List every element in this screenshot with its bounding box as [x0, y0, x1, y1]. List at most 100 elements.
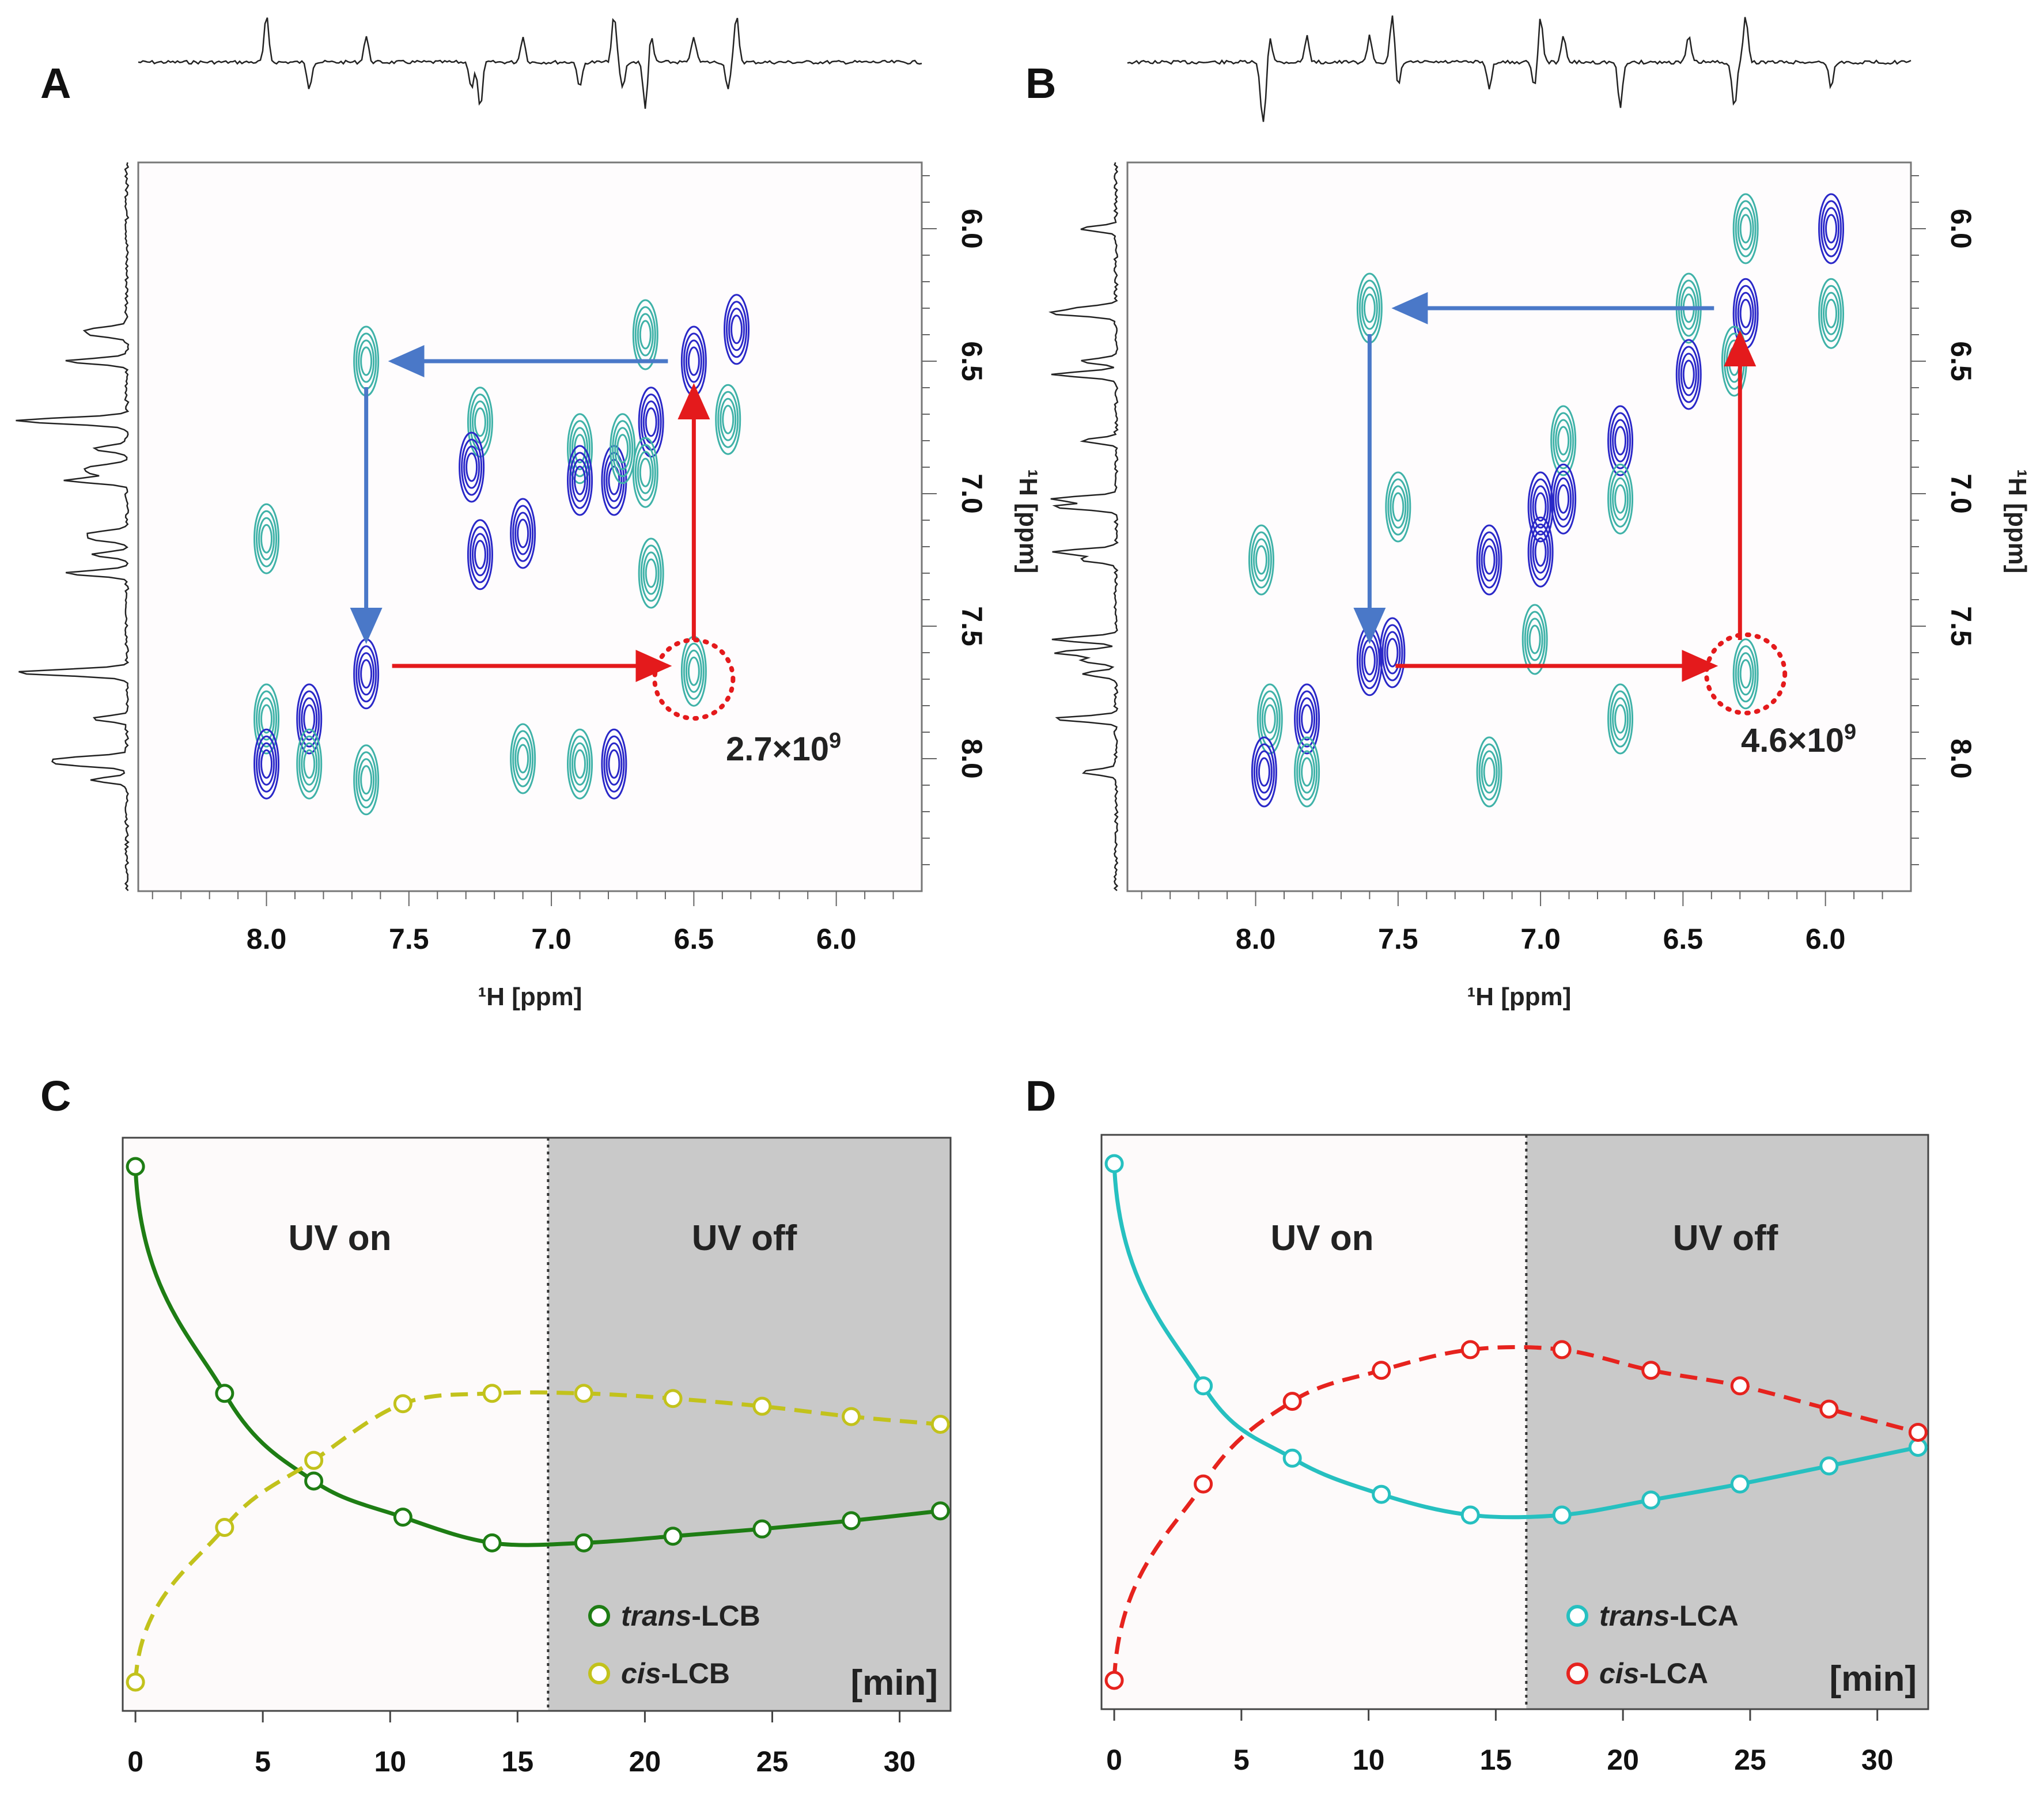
- peak-contour-ring: [1527, 516, 1554, 588]
- peak-contour-ring: [1299, 697, 1316, 741]
- peak-contour-ring: [567, 413, 593, 484]
- peak-contour-ring: [1363, 646, 1376, 676]
- peak-contour-ring: [1251, 736, 1277, 808]
- kinetics-panel-d: UV on UV off 0 5 10 15 20 25 30 trans-LC…: [1100, 1134, 1929, 1776]
- peak-contour-ring: [614, 427, 631, 471]
- peak-contour-ring: [298, 690, 320, 748]
- peak-contour-ring: [1294, 683, 1320, 755]
- peak-contour-ring: [715, 384, 741, 455]
- uv-off-label-c: UV off: [692, 1218, 797, 1258]
- kinetics-panel-c: UV on UV off 0 5 10 15 20 25 30 trans-LC…: [122, 1137, 952, 1778]
- uv-off-label-d: UV off: [1673, 1218, 1778, 1258]
- nmr-peak: [1379, 617, 1406, 688]
- peak-contour-ring: [355, 751, 377, 809]
- uv-on-label-c: UV on: [288, 1218, 391, 1258]
- peak-contour-ring: [1612, 477, 1629, 521]
- data-point-marker: [1819, 1456, 1839, 1476]
- plot-frame-c: [122, 1137, 952, 1712]
- peak-contour-ring: [1678, 346, 1699, 403]
- peak-contour-ring: [574, 749, 586, 779]
- peak-contour-ring: [1384, 631, 1401, 675]
- peak-contour-ring: [1299, 750, 1316, 794]
- x-axis-label-b: ¹H [ppm]: [1467, 983, 1572, 1011]
- peak-contour-ring: [469, 526, 491, 584]
- nmr-panel-b: 8.0 7.5 7.0 6.5 6.0 6.0 6.5 7.0 7.5 8.0 …: [1048, 15, 2031, 1011]
- peak-contour-ring: [569, 420, 591, 478]
- peak-contour-ring: [608, 465, 620, 495]
- peak-contour-ring: [1252, 538, 1270, 582]
- x-tick-label: 6.0: [816, 923, 857, 955]
- plot-frame-b: [1126, 161, 1912, 892]
- x-tick-label: 10: [374, 1745, 406, 1778]
- y-tick-label: 6.0: [956, 209, 988, 249]
- peak-contour-ring: [1534, 537, 1547, 567]
- x-tick-label: 15: [1480, 1744, 1512, 1776]
- x-tick-label: 6.5: [1663, 923, 1704, 955]
- peak-contour-ring: [512, 505, 534, 562]
- nmr-peak: [253, 503, 280, 574]
- panel-label-b: B: [1025, 59, 1056, 107]
- x-tick-label: 7.5: [1378, 923, 1418, 955]
- peak-contour-ring: [1301, 704, 1314, 734]
- x-tick-label: 20: [629, 1745, 661, 1778]
- peak-contour-ring: [601, 728, 627, 800]
- peak-contour-ring: [353, 744, 380, 816]
- legend-label-cis-lcb: cis-LCB: [621, 1657, 730, 1690]
- nmr-peak: [1248, 524, 1274, 596]
- data-point-marker: [1194, 1474, 1213, 1494]
- peak-contour-ring: [467, 519, 493, 590]
- peak-contour-ring: [1739, 298, 1752, 328]
- peak-contour-ring: [612, 420, 634, 478]
- x-tick-label: 6.5: [674, 923, 714, 955]
- data-point-marker: [1908, 1422, 1928, 1442]
- peak-contour-ring: [574, 465, 586, 495]
- peak-contour-ring: [1680, 353, 1697, 396]
- peak-contour-ring: [1607, 683, 1634, 755]
- y-tick-label: 8.0: [956, 739, 988, 779]
- nmr-peak: [1732, 638, 1759, 710]
- data-point-marker: [126, 1672, 145, 1692]
- peak-contour-ring: [685, 339, 702, 383]
- peak-contour-ring: [634, 444, 656, 501]
- uv-off-region-d: [1526, 1135, 1928, 1709]
- peak-contour-ring: [601, 445, 627, 516]
- peak-contour-ring: [1550, 405, 1577, 476]
- peak-contour-ring: [1610, 412, 1632, 469]
- peak-contour-ring: [1261, 697, 1278, 741]
- data-point-marker: [215, 1518, 234, 1537]
- peak-contour-ring: [1737, 207, 1754, 251]
- legend-marker-trans-lcb: [588, 1605, 610, 1627]
- arrow-layer-b: [1353, 292, 1788, 715]
- nmr-peak: [601, 445, 627, 516]
- nmr-peak: [1294, 683, 1320, 755]
- peak-contour-ring: [1614, 484, 1627, 514]
- peak-contour-ring: [728, 308, 745, 351]
- data-point-marker: [752, 1396, 772, 1416]
- peak-contour-ring: [1381, 624, 1403, 681]
- peak-contour-ring: [567, 445, 593, 516]
- data-point-marker: [1641, 1361, 1661, 1380]
- peak-contour-ring: [260, 704, 273, 734]
- panel-label-a: A: [40, 59, 71, 107]
- peak-contour-ring: [296, 728, 323, 800]
- y-tick-label: 7.0: [956, 474, 988, 514]
- peak-contour-ring: [514, 512, 532, 555]
- peak-contour-ring: [569, 452, 591, 509]
- nmr-peak: [510, 723, 536, 794]
- peak-contour-ring: [571, 427, 589, 471]
- data-point-marker: [1460, 1340, 1480, 1359]
- legend-label-cis-lca: cis-LCA: [1599, 1657, 1708, 1690]
- x-tick-label: 30: [884, 1745, 916, 1778]
- peak-contour-ring: [637, 313, 654, 357]
- peak-contour-ring: [1820, 285, 1842, 342]
- data-point-marker: [126, 1157, 145, 1176]
- peak-contour-ring: [1532, 530, 1549, 574]
- nmr-peak: [296, 683, 323, 755]
- x-tick-label: 25: [756, 1745, 789, 1778]
- peak-contour-ring: [722, 404, 735, 434]
- data-point-marker: [1730, 1474, 1750, 1494]
- peak-contour-ring: [1614, 704, 1627, 734]
- x-tick-label: 7.5: [389, 923, 429, 955]
- peak-contour-ring: [1301, 757, 1314, 787]
- peak-contour-ring: [463, 445, 480, 489]
